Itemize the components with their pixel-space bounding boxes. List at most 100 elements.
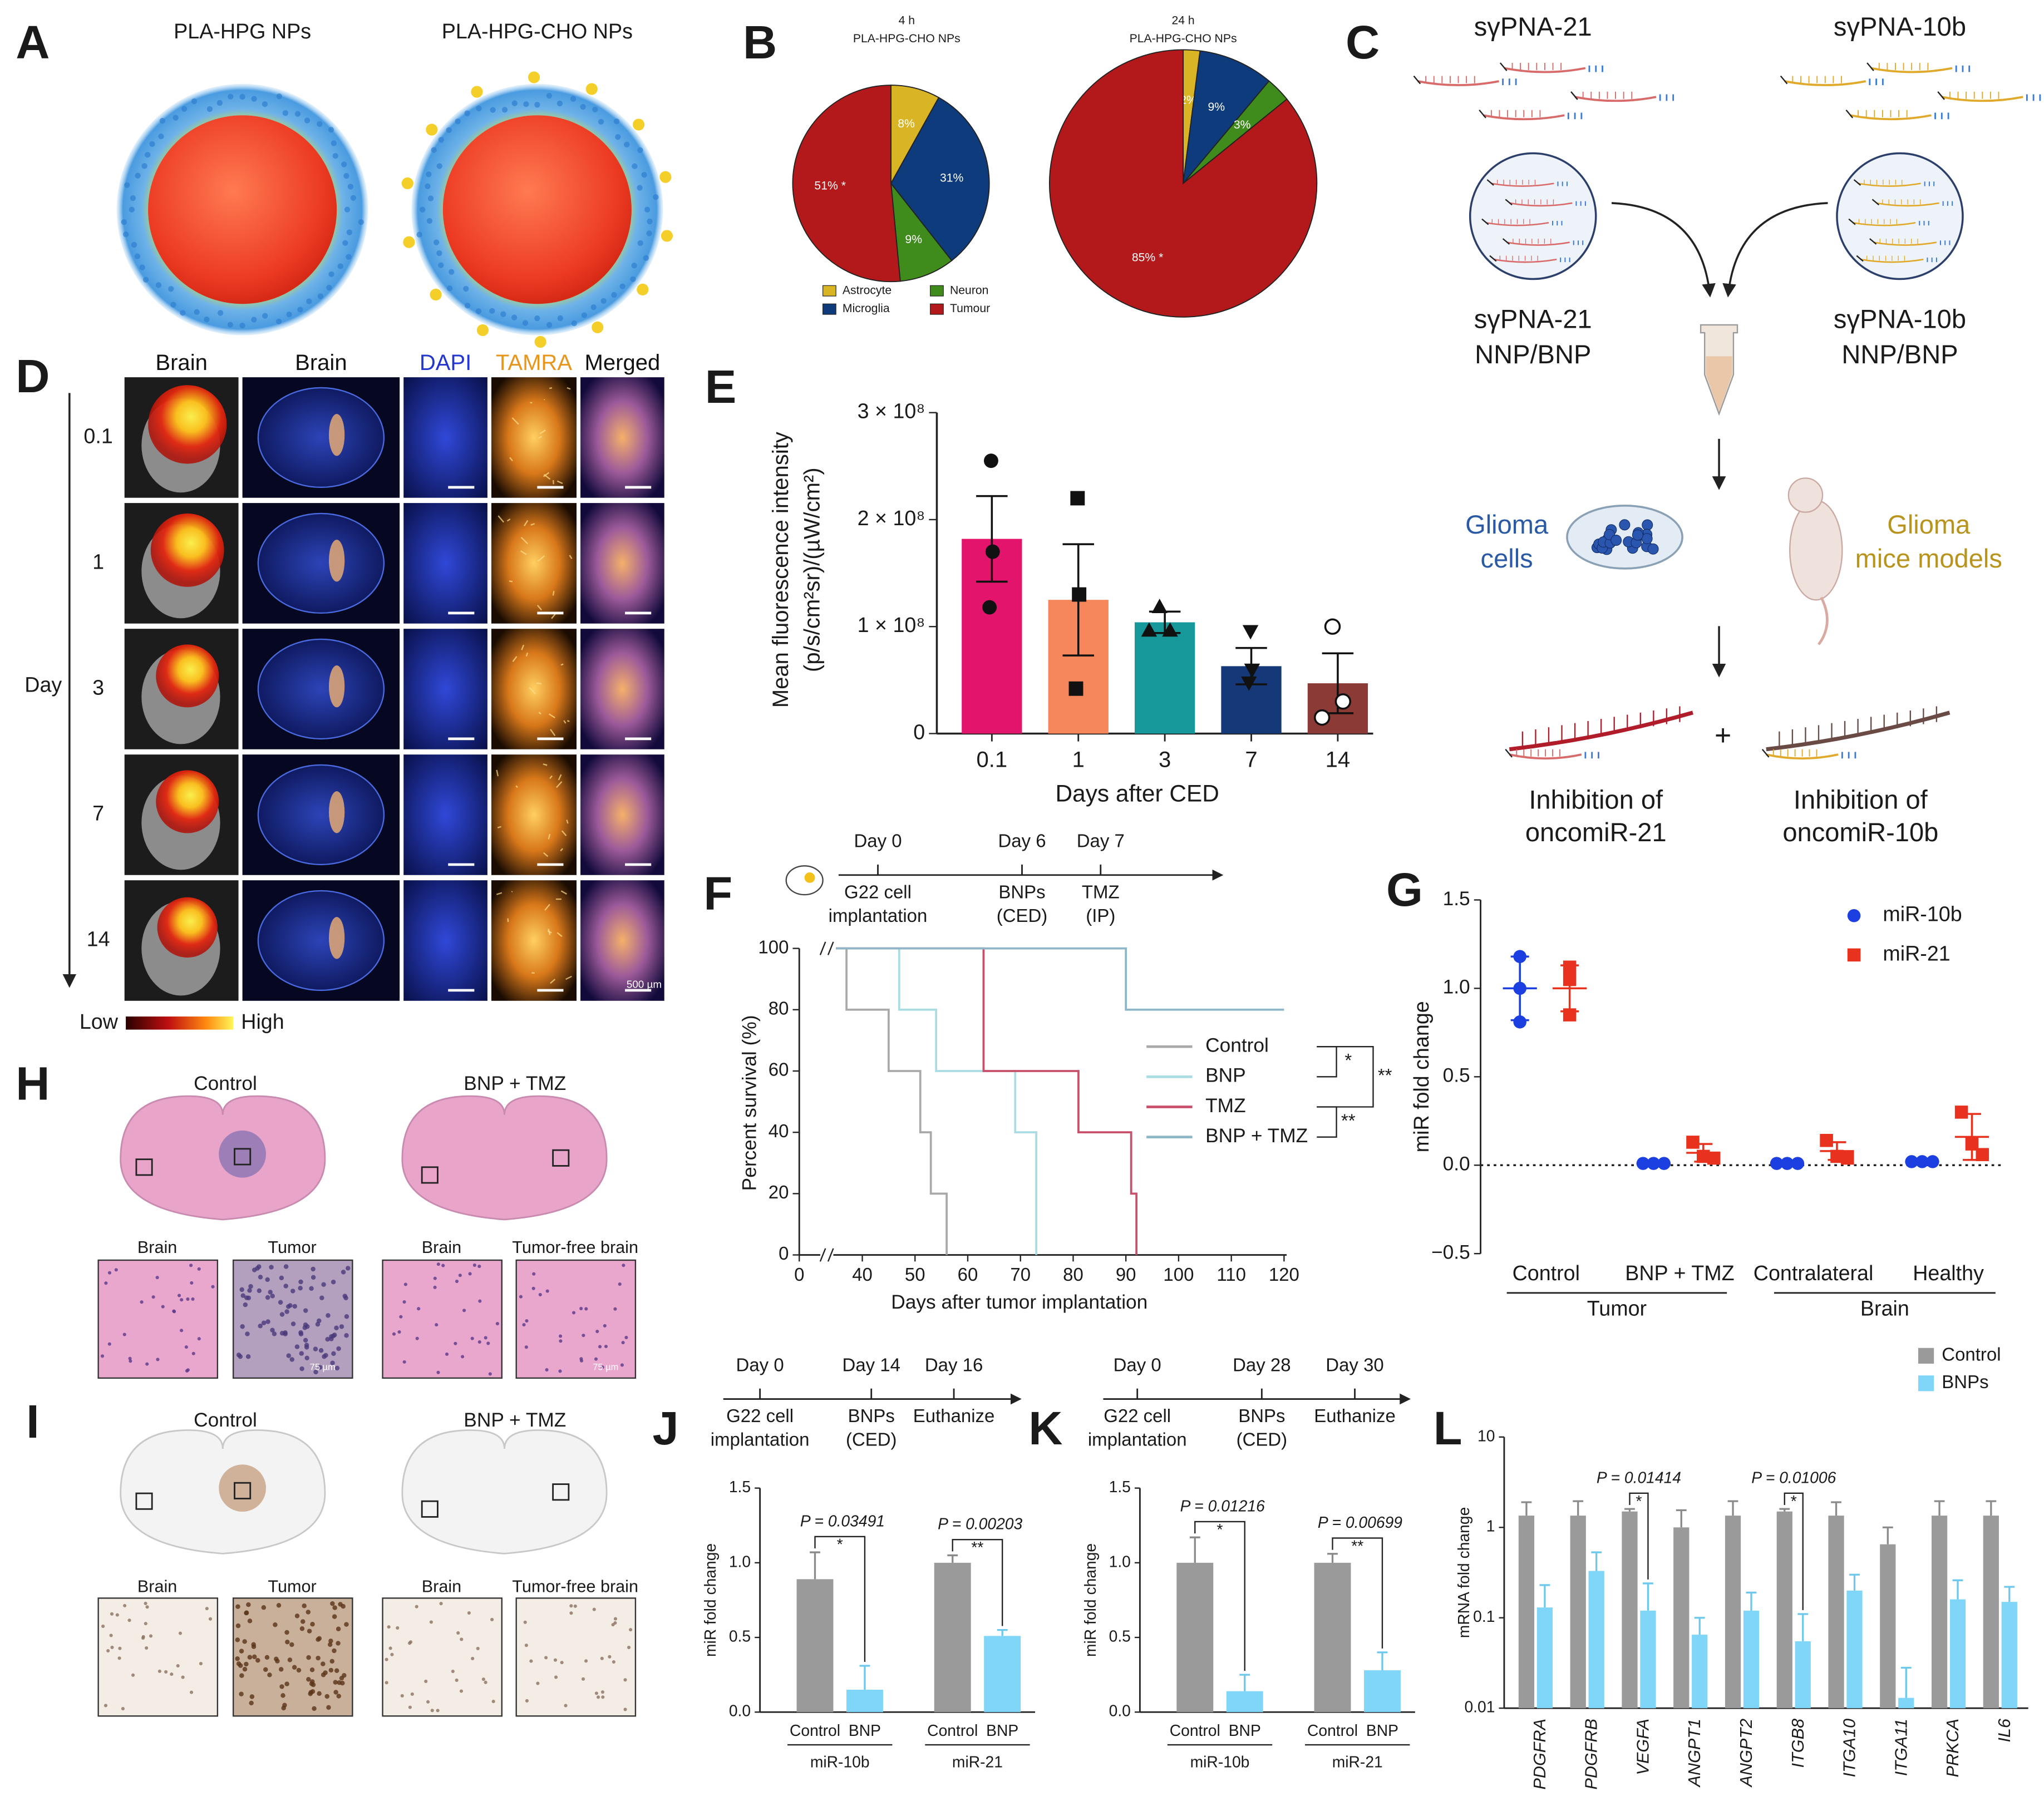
nucleus [114,1268,118,1272]
nucleus [285,1639,290,1645]
nucleus [594,1691,598,1695]
vessel [544,904,550,911]
nucleus [278,1300,283,1305]
nucleus [109,1634,113,1637]
bar [1570,1516,1586,1709]
nucleus [532,1272,536,1276]
polymer-star [121,219,127,225]
polymer-star [631,263,637,269]
bar [846,1689,883,1713]
vessel [530,402,533,404]
mouse-head [1787,477,1824,513]
nucleus [190,1281,194,1285]
polymer-star [637,147,643,154]
x-tick-label: IL6 [1995,1718,2014,1743]
nucleus [410,1692,414,1696]
nucleus [328,1667,334,1673]
bar [1846,1590,1863,1709]
nucleus [559,1339,563,1343]
polymer-star [463,285,469,292]
polymer-star [239,93,245,100]
nucleus [107,1271,112,1275]
vessel [496,892,503,895]
nucleus [402,1300,406,1304]
data-point [1151,599,1168,613]
aldehyde-group [592,321,604,333]
polymer-star [262,101,268,107]
vessel [569,555,573,559]
polymer-star [191,98,198,105]
nucleus [235,1656,240,1661]
bar-label: Control [927,1721,978,1739]
bar [2001,1602,2017,1709]
nucleus [101,1624,105,1629]
polymer-star [433,239,440,245]
nucleus [121,1707,125,1711]
polymer-star [141,163,147,169]
axis-break [819,941,826,955]
data-point [1141,622,1158,637]
polymer-star [286,312,292,318]
polymer-star [511,314,518,320]
y-tick-label: 0.01 [1464,1698,1495,1716]
polymer-star [647,218,653,225]
axis-label: Day [24,673,62,697]
data-point [1324,618,1341,635]
nucleus [341,1603,346,1609]
nucleus [247,1618,253,1624]
nucleus [284,1630,289,1635]
nucleus [306,1610,311,1615]
polymer-star [145,152,151,158]
nucleus [313,1346,318,1351]
nucleus [240,1293,245,1298]
merged-image [580,629,664,749]
timeline-event: implantation [711,1429,810,1450]
polymer-star [227,322,234,328]
axis-title: Days after tumor implantation [891,1291,1147,1313]
polymer-star [217,310,224,316]
nucleus [573,1604,577,1608]
merged-image [580,377,664,498]
section-signal [329,540,345,582]
nucleus [104,1704,108,1708]
nucleus [299,1626,305,1631]
strand-end [1505,748,1513,758]
x-tick-label: 14 [1326,748,1351,772]
aldehyde-group [637,283,649,295]
timeline-event: implantation [1088,1429,1187,1450]
nucleus [305,1324,310,1329]
nucleus [462,1309,466,1312]
polymer-star [501,107,508,113]
comparison-stars: * [1217,1521,1223,1538]
nucleus [272,1331,277,1336]
group-title: BNP + TMZ [464,1409,566,1431]
row-label: 7 [92,801,104,825]
nucleus [545,1289,549,1293]
aldehyde-group [528,71,540,83]
nucleus [276,1603,282,1608]
nucleus [531,1286,535,1290]
nucleus [301,1619,306,1624]
survival-curve [836,947,1284,1011]
nucleus [265,1295,270,1300]
aldehyde-group [430,288,442,301]
nucleus [303,1338,308,1343]
nucleus [245,1354,251,1359]
data-point [1334,693,1352,710]
nucleus [522,1323,526,1327]
timeline-event: (CED) [1237,1429,1288,1450]
timeline-event: G22 cell [844,881,912,902]
cell [1619,519,1631,531]
ivis-signal [156,770,219,833]
polymer-star [331,140,337,146]
outcome-label: oncomiR-10b [1782,817,1938,847]
nucleus [553,1658,558,1662]
ivis-signal [156,644,219,708]
outcome-label: oncomiR-21 [1525,817,1667,847]
nucleus [623,1708,627,1711]
scale-bar-label: 500 µm [627,979,662,990]
polymer-star [438,137,444,143]
nanoparticle-title: PLA-HPG-CHO NPs [442,19,633,43]
merged-image [580,880,664,1001]
